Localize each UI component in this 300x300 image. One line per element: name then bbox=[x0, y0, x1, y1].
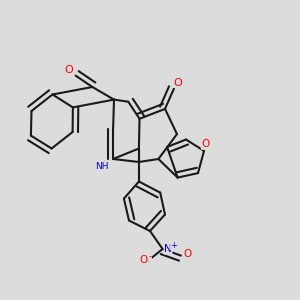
Text: NH: NH bbox=[95, 162, 109, 171]
Text: O: O bbox=[140, 255, 148, 265]
Text: -: - bbox=[148, 252, 152, 261]
Text: +: + bbox=[171, 241, 177, 250]
Text: O: O bbox=[201, 139, 210, 149]
Text: O: O bbox=[173, 77, 182, 88]
Text: O: O bbox=[64, 65, 74, 75]
Text: N: N bbox=[164, 244, 172, 254]
Text: O: O bbox=[183, 249, 192, 259]
